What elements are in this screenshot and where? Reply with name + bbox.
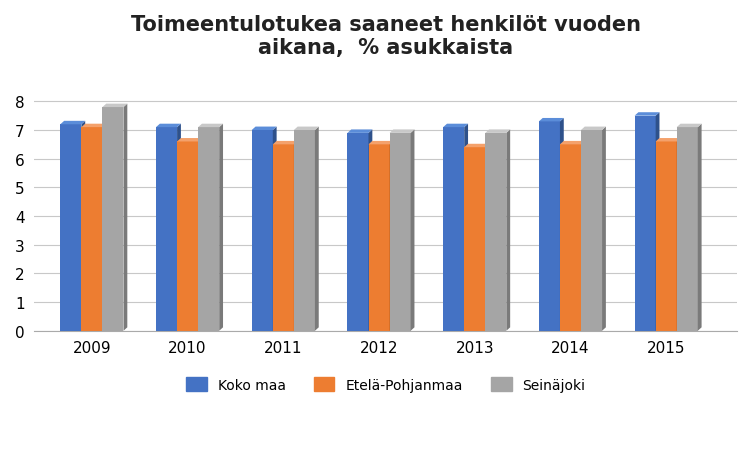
Polygon shape	[177, 142, 198, 331]
Polygon shape	[156, 124, 181, 128]
Polygon shape	[506, 130, 510, 331]
Polygon shape	[273, 127, 277, 331]
Polygon shape	[294, 127, 319, 131]
Polygon shape	[560, 119, 564, 331]
Title: Toimeentulotukea saaneet henkilöt vuoden
aikana,  % asukkaista: Toimeentulotukea saaneet henkilöt vuoden…	[131, 15, 641, 58]
Polygon shape	[656, 142, 677, 331]
Polygon shape	[635, 116, 656, 331]
Polygon shape	[464, 144, 489, 148]
Polygon shape	[390, 130, 414, 133]
Polygon shape	[81, 124, 106, 128]
Polygon shape	[123, 104, 127, 331]
Polygon shape	[560, 142, 585, 145]
Polygon shape	[294, 142, 298, 331]
Polygon shape	[560, 145, 581, 331]
Polygon shape	[539, 119, 564, 122]
Polygon shape	[347, 130, 372, 133]
Polygon shape	[102, 108, 123, 331]
Polygon shape	[252, 127, 277, 131]
Polygon shape	[390, 142, 393, 331]
Polygon shape	[539, 122, 560, 331]
Polygon shape	[60, 122, 85, 125]
Polygon shape	[656, 113, 660, 331]
Polygon shape	[273, 145, 294, 331]
Polygon shape	[635, 113, 660, 116]
Polygon shape	[198, 128, 219, 331]
Polygon shape	[677, 139, 681, 331]
Polygon shape	[198, 124, 223, 128]
Polygon shape	[81, 122, 85, 331]
Polygon shape	[368, 145, 390, 331]
Polygon shape	[102, 104, 127, 108]
Polygon shape	[464, 148, 485, 331]
Polygon shape	[485, 130, 510, 133]
Polygon shape	[390, 133, 411, 331]
Polygon shape	[219, 124, 223, 331]
Legend: Koko maa, Etelä-Pohjanmaa, Seinäjoki: Koko maa, Etelä-Pohjanmaa, Seinäjoki	[180, 372, 591, 397]
Polygon shape	[602, 127, 606, 331]
Polygon shape	[81, 128, 102, 331]
Polygon shape	[252, 131, 273, 331]
Polygon shape	[698, 124, 702, 331]
Polygon shape	[656, 139, 681, 142]
Polygon shape	[177, 139, 202, 142]
Polygon shape	[464, 124, 468, 331]
Polygon shape	[177, 124, 181, 331]
Polygon shape	[677, 128, 698, 331]
Polygon shape	[485, 144, 489, 331]
Polygon shape	[677, 124, 702, 128]
Polygon shape	[102, 124, 106, 331]
Polygon shape	[347, 133, 368, 331]
Polygon shape	[485, 133, 506, 331]
Polygon shape	[581, 127, 606, 131]
Polygon shape	[411, 130, 414, 331]
Polygon shape	[368, 142, 393, 145]
Polygon shape	[273, 142, 298, 145]
Polygon shape	[581, 131, 602, 331]
Polygon shape	[443, 128, 464, 331]
Polygon shape	[581, 142, 585, 331]
Polygon shape	[198, 139, 202, 331]
Polygon shape	[315, 127, 319, 331]
Polygon shape	[60, 125, 81, 331]
Polygon shape	[368, 130, 372, 331]
Polygon shape	[156, 128, 177, 331]
Polygon shape	[443, 124, 468, 128]
Polygon shape	[294, 131, 315, 331]
